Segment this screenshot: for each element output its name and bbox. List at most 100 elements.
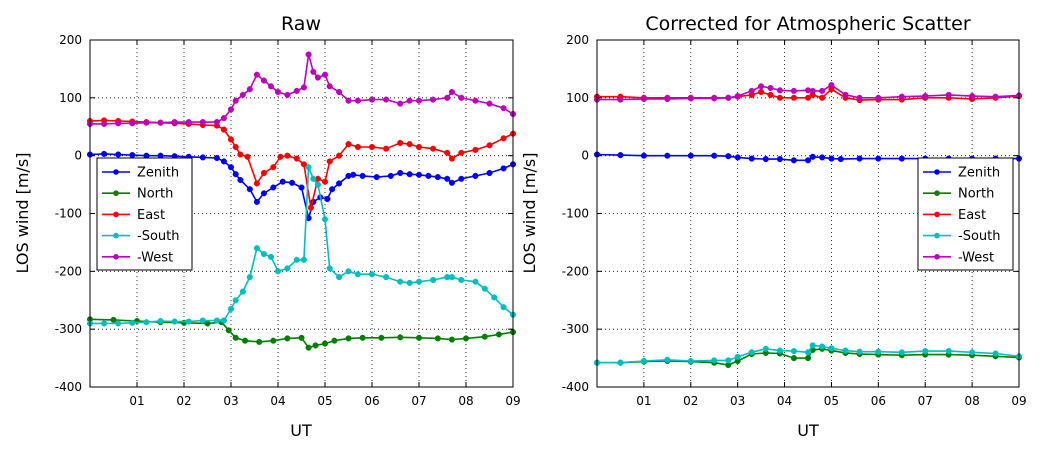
data-point: [368, 271, 376, 278]
data-point: [776, 347, 783, 354]
data-point: [253, 71, 260, 78]
data-point: [267, 83, 275, 90]
data-point: [922, 348, 929, 355]
data-point: [345, 268, 352, 275]
data-point: [734, 353, 741, 360]
data-point: [397, 334, 404, 341]
data-point: [277, 153, 284, 160]
x-tick-label: 09: [505, 394, 520, 408]
data-point: [458, 94, 465, 101]
y-tick-label: 200: [59, 33, 82, 47]
legend-marker: [113, 253, 119, 260]
series-line: [597, 84, 1020, 101]
data-point: [406, 97, 413, 104]
x-tick-label: 02: [683, 394, 698, 408]
data-point: [472, 172, 479, 179]
x-tick-label: 04: [270, 394, 285, 408]
data-point: [279, 178, 286, 185]
data-point: [213, 317, 220, 324]
data-point: [387, 172, 394, 179]
raw-title: Raw: [281, 13, 321, 35]
data-point: [331, 337, 338, 344]
data-point: [227, 106, 235, 113]
data-point: [293, 155, 300, 162]
data-point: [448, 88, 455, 96]
data-point: [129, 120, 136, 127]
data-point: [336, 152, 343, 159]
data-point: [242, 337, 249, 344]
corrected-legend: Zenith North East -South -West: [917, 157, 1014, 271]
data-point: [748, 87, 755, 94]
data-point: [129, 319, 136, 326]
data-point: [244, 153, 251, 160]
data-point: [274, 268, 282, 275]
data-point: [415, 171, 423, 178]
legend-label: East: [958, 208, 986, 223]
data-point: [213, 154, 220, 162]
y-tick-label: 100: [566, 91, 589, 105]
y-tick-label: -100: [562, 207, 589, 221]
data-point: [300, 84, 307, 91]
x-tick-label: 03: [730, 394, 745, 408]
data-point: [804, 355, 812, 362]
data-point: [239, 91, 246, 98]
data-point: [809, 153, 816, 160]
legend-item: East: [102, 208, 165, 223]
corrected-xticks: 01 02 03 04 05 06 07 08 09: [636, 40, 1027, 408]
legend-marker: [113, 169, 119, 175]
data-point: [314, 181, 321, 188]
legend-item: -South: [102, 229, 179, 244]
data-point: [185, 318, 192, 325]
y-tick-label: 100: [59, 91, 82, 105]
data-point: [969, 349, 976, 356]
data-point: [326, 158, 333, 165]
data-point: [354, 143, 361, 151]
x-tick-label: 07: [918, 394, 933, 408]
data-point: [664, 356, 671, 363]
legend-item: Zenith: [923, 166, 1000, 181]
legend-item: -West: [102, 250, 173, 265]
data-point: [875, 94, 882, 101]
data-point: [310, 175, 317, 182]
x-tick-label: 06: [871, 394, 886, 408]
data-point: [406, 141, 413, 148]
x-tick-label: 09: [1011, 394, 1026, 408]
data-point: [232, 171, 239, 178]
data-point: [486, 169, 493, 177]
data-point: [415, 97, 423, 104]
data-point: [448, 179, 455, 186]
data-point: [284, 335, 291, 342]
data-point: [354, 97, 361, 104]
data-point: [458, 175, 465, 182]
data-point: [430, 96, 437, 103]
data-point: [617, 359, 624, 366]
data-point: [350, 171, 357, 178]
data-point: [270, 337, 277, 344]
data-point: [842, 347, 849, 354]
legend-label: North: [958, 187, 994, 202]
data-point: [481, 285, 488, 292]
data-point: [253, 180, 260, 187]
data-point: [711, 95, 718, 102]
legend-item: North: [102, 187, 173, 202]
data-point: [383, 145, 390, 152]
data-point: [495, 331, 502, 338]
data-point: [762, 345, 769, 352]
data-point: [804, 157, 812, 164]
legend-label: Zenith: [958, 166, 1000, 181]
data-point: [444, 94, 451, 101]
data-point: [444, 175, 451, 182]
data-point: [790, 87, 797, 94]
data-point: [804, 349, 812, 356]
data-point: [256, 338, 263, 345]
data-point: [430, 145, 437, 152]
data-point: [237, 151, 244, 158]
data-point: [898, 93, 905, 100]
data-point: [300, 161, 307, 168]
data-point: [776, 87, 783, 94]
data-point: [345, 335, 352, 342]
data-point: [284, 91, 291, 98]
data-point: [220, 158, 227, 165]
data-point: [819, 94, 826, 101]
y-tick-label: -400: [562, 380, 589, 394]
